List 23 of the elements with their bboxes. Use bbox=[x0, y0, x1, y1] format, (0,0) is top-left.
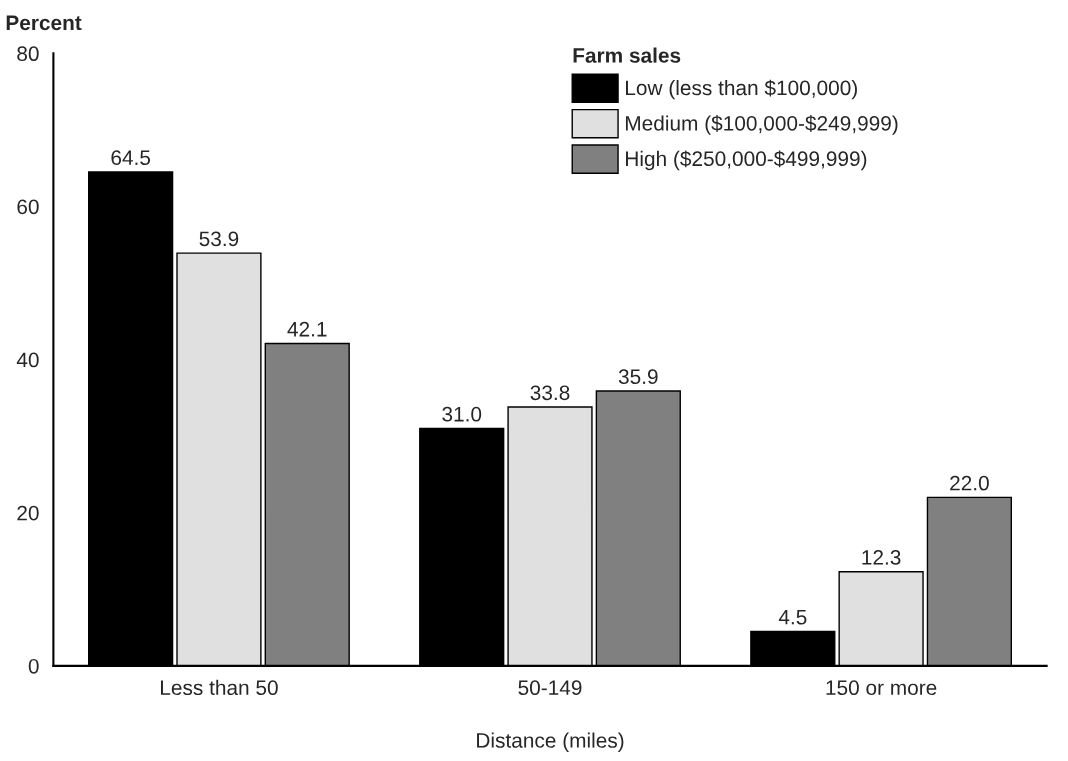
x-tick-label: 150 or more bbox=[826, 680, 937, 696]
legend-label: Low (less than $100,000) bbox=[626, 79, 857, 100]
data-label: 35.9 bbox=[618, 369, 658, 385]
data-label: 31.0 bbox=[442, 406, 482, 422]
legend-title: Farm sales bbox=[573, 47, 681, 63]
y-tick-label: 40 bbox=[16, 352, 39, 368]
legend-label: Medium ($100,000-$249,999) bbox=[626, 115, 898, 135]
data-label: 22.0 bbox=[950, 475, 989, 491]
x-axis-title: Distance (miles) bbox=[477, 732, 624, 752]
y-axis-title: Percent bbox=[6, 15, 82, 31]
data-label: 42.1 bbox=[287, 321, 327, 337]
y-tick-label: 0 bbox=[28, 658, 39, 674]
data-label: 4.5 bbox=[778, 609, 807, 625]
y-tick-label: 20 bbox=[17, 505, 39, 521]
y-tick-label: 60 bbox=[17, 199, 39, 215]
legend-label: High ($250,000-$499,999) bbox=[626, 150, 867, 171]
x-tick-label: 50-149 bbox=[518, 680, 582, 696]
x-tick-label: Less than 50 bbox=[161, 679, 278, 696]
data-label: 12.3 bbox=[862, 550, 901, 565]
data-label: 33.8 bbox=[530, 385, 570, 401]
data-label: 53.9 bbox=[199, 231, 239, 247]
data-label: 64.5 bbox=[111, 150, 151, 166]
y-tick-label: 80 bbox=[17, 46, 39, 62]
